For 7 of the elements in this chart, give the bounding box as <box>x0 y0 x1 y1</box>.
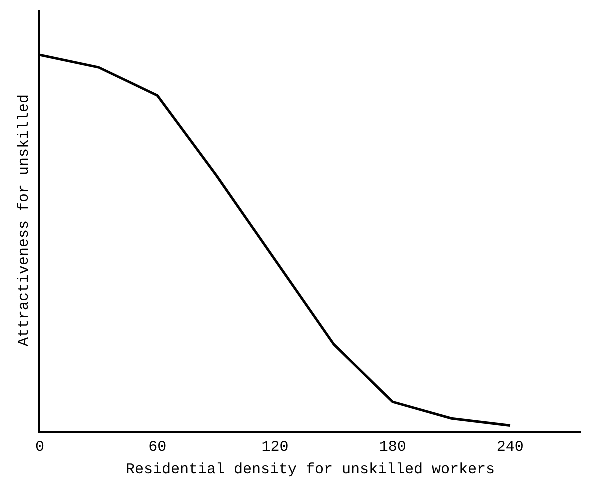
x-tick-label: 60 <box>148 439 167 456</box>
x-tick-label: 240 <box>496 439 524 456</box>
x-tick-label: 180 <box>379 439 406 456</box>
x-tick-label: 0 <box>35 439 45 456</box>
x-tick-label: 120 <box>262 439 289 456</box>
y-axis-title: Attractiveness for unskilled <box>16 94 33 347</box>
x-axis-title: Residential density for unskilled workers <box>126 462 496 478</box>
